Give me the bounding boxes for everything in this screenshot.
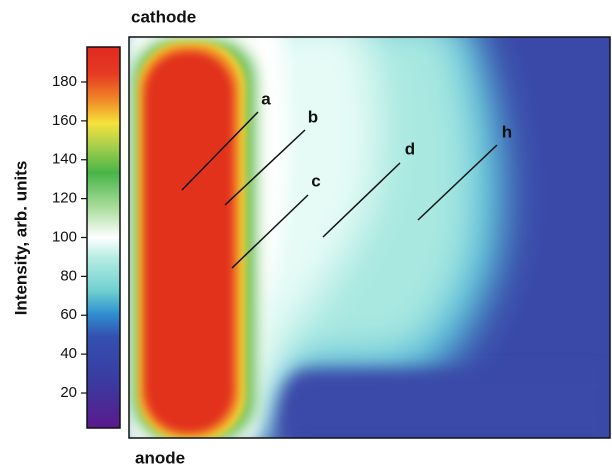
top-label: cathode [131, 7, 196, 26]
colorbar [87, 47, 120, 428]
figure: cathode anode Intensity, arb. units 20 40… [0, 0, 612, 470]
tick-label: 20 [60, 384, 77, 401]
tick-label: 80 [60, 267, 77, 284]
annotation: a [261, 89, 271, 108]
tick-label: 40 [60, 345, 77, 362]
tick-label: 60 [60, 306, 77, 323]
tick-label: 160 [52, 112, 77, 129]
tick-label: 180 [52, 73, 77, 90]
tick-label: 100 [52, 228, 77, 245]
bottom-label: anode [135, 448, 185, 467]
heatmap-image [129, 20, 610, 450]
annotation: h [502, 122, 512, 141]
annotation: c [311, 171, 320, 190]
tick-label: 120 [52, 190, 77, 207]
tick-label: 140 [52, 151, 77, 168]
colorbar-label: Intensity, arb. units [11, 161, 30, 316]
annotation: d [405, 139, 415, 158]
annotation: b [308, 107, 318, 126]
